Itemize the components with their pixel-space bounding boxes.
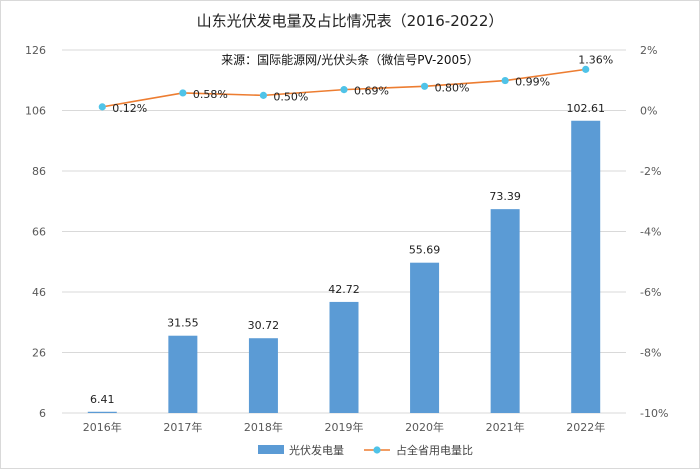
y-left-tick-label: 26	[32, 347, 46, 360]
y-right-tick-label: -6%	[640, 286, 661, 299]
bar	[329, 301, 359, 413]
y-left-tick-label: 126	[25, 44, 46, 57]
chart-subtitle: 来源：国际能源网/光伏头条（微信号PV-2005）	[221, 53, 479, 67]
bar	[248, 338, 278, 413]
x-tick-label: 2018年	[244, 420, 283, 434]
bar	[490, 209, 520, 413]
x-tick-label: 2017年	[163, 420, 202, 434]
line-point	[179, 89, 187, 97]
bar	[168, 335, 198, 413]
bar	[410, 262, 440, 413]
line-data-label: 0.80%	[435, 81, 470, 94]
bar-data-label: 30.72	[248, 319, 280, 332]
x-tick-label: 2020年	[405, 420, 444, 434]
y-left-tick-label: 106	[25, 105, 46, 118]
y-left-tick-label: 86	[32, 165, 46, 178]
line-data-label: 0.12%	[112, 102, 147, 115]
bar-data-label: 55.69	[409, 244, 441, 257]
legend-bar-label: 光伏发电量	[289, 443, 344, 457]
x-tick-label: 2022年	[566, 420, 605, 434]
bar-series: 6.41 31.55 30.72 42.72 55.69 73.39 102.61	[87, 102, 605, 413]
line-data-label: 0.58%	[193, 88, 228, 101]
legend: 光伏发电量 占全省用电量比	[258, 443, 473, 457]
x-tick-label: 2016年	[83, 420, 122, 434]
axes: 6 26 46 66 86 106 126 -10% -8% -6% -4% -2% 0% 2% 2016年…	[25, 44, 668, 434]
line-point	[501, 76, 509, 85]
legend-bar-swatch	[258, 445, 284, 454]
bar	[87, 411, 117, 413]
line-point	[582, 65, 590, 73]
line-data-label: 1.36%	[578, 53, 613, 66]
line-data-label: 0.50%	[273, 90, 308, 103]
y-left-tick-label: 46	[32, 286, 46, 299]
x-tick-label: 2019年	[325, 420, 364, 434]
bar	[571, 120, 601, 413]
y-right-tick-label: -10%	[640, 407, 668, 420]
y-right-tick-label: -2%	[640, 165, 661, 178]
line-data-label: 0.99%	[515, 76, 550, 89]
chart-title: 山东光伏发电量及占比情况表（2016-2022）	[197, 12, 504, 30]
line-point	[98, 103, 106, 111]
y-left-tick-label: 6	[39, 407, 46, 420]
line-data-label: 0.69%	[354, 85, 389, 98]
line-series: 0.12% 0.58% 0.50% 0.69% 0.80% 0.99% 1.36%	[98, 53, 613, 115]
gridlines	[62, 49, 626, 414]
y-right-tick-label: -4%	[640, 226, 661, 239]
legend-line-label: 占全省用电量比	[396, 443, 473, 457]
y-left-tick-label: 66	[32, 226, 46, 239]
line-point	[340, 86, 348, 94]
line-point	[420, 82, 429, 90]
bar-data-label: 42.72	[328, 283, 360, 296]
y-right-tick-label: 2%	[640, 44, 657, 57]
x-tick-label: 2021年	[486, 420, 525, 434]
bar-data-label: 73.39	[489, 190, 521, 203]
legend-line-marker	[373, 446, 381, 454]
bar-data-label: 102.61	[566, 102, 605, 115]
bar-data-label: 6.41	[90, 393, 115, 406]
bar-data-label: 31.55	[167, 317, 199, 330]
y-right-tick-label: -8%	[640, 347, 661, 360]
y-right-tick-label: 0%	[640, 105, 657, 118]
line-point	[259, 91, 268, 99]
